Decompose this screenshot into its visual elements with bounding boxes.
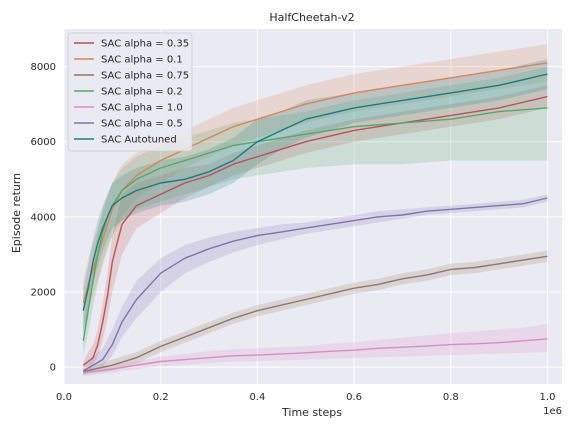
legend: SAC alpha = 0.35 SAC alpha = 0.1 SAC alpha… [67,32,193,152]
y-axis-label: Episode return [10,173,23,253]
band-series-0 [83,85,548,368]
band-series-4 [83,323,548,377]
y-tick-label: 8000 [31,62,56,73]
x-tick-labels: 0.0 0.2 0.4 0.6 0.8 1.0 [56,392,555,403]
line-series-4 [83,338,548,374]
line-series-5 [82,197,548,372]
chart-title: HalfCheetah-v2 [269,11,354,24]
y-tick-label: 2000 [31,287,56,298]
legend-entry: SAC alpha = 1.0 [101,103,183,114]
line-series-6 [82,73,548,311]
y-tick-label: 0 [50,363,56,374]
legend-entry: SAC alpha = 0.35 [101,39,189,50]
x-axis-multiplier: 1e6 [543,406,562,417]
band-series-5 [83,194,548,375]
band-series-1 [83,44,548,330]
grid [63,29,562,384]
legend-entry: SAC alpha = 0.2 [101,87,183,98]
x-axis-label: Time steps [281,406,342,419]
legend-entry: SAC alpha = 0.5 [101,119,183,130]
x-tick-label: 0.6 [346,392,362,403]
x-tick-label: 1.0 [540,392,556,403]
x-tick-label: 0.2 [153,392,169,403]
y-tick-labels: 0 2000 4000 6000 8000 [31,62,56,374]
y-tick-label: 6000 [31,137,56,148]
x-tick-label: 0.0 [56,392,72,403]
line-series-3 [82,107,548,341]
legend-entry: SAC alpha = 0.1 [101,55,183,66]
band-series-6 [83,59,548,334]
legend-entry: SAC alpha = 0.75 [101,71,189,82]
line-series-0 [82,95,548,366]
series-lines [82,62,548,374]
x-tick-label: 0.4 [249,392,265,403]
y-tick-label: 4000 [31,212,56,223]
legend-box [67,32,193,152]
line-series-2 [83,255,548,373]
band-series-3 [83,66,548,356]
legend-entry: SAC Autotuned [101,135,177,146]
x-tick-label: 0.8 [443,392,459,403]
